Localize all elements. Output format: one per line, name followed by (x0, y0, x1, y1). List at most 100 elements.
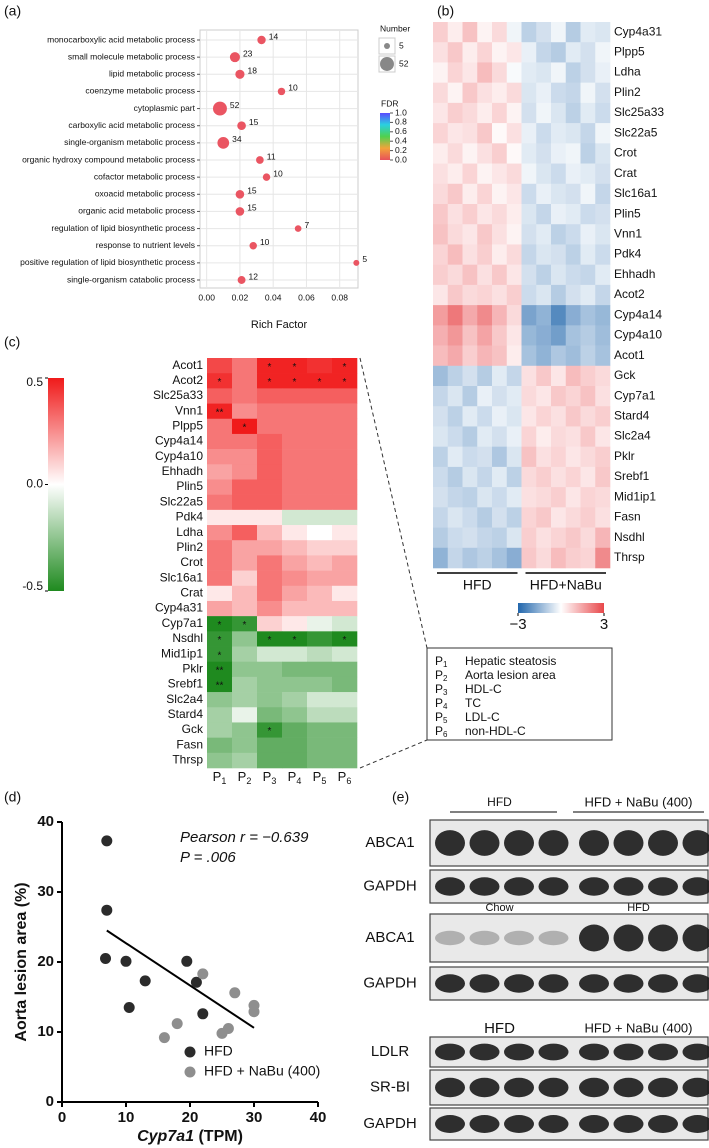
heatmap-cell (595, 284, 611, 306)
blot-band (613, 1115, 644, 1133)
row-label: Slc16a1 (160, 570, 204, 584)
heatmap-cell (521, 325, 537, 346)
row-label: Crot (614, 146, 637, 160)
heatmap-cell (521, 102, 537, 124)
heatmap-cell (447, 22, 463, 43)
heatmap-cell (551, 62, 567, 83)
heatmap-cell (232, 600, 258, 617)
point (190, 976, 202, 988)
heatmap-cell (477, 386, 493, 407)
y-tick-label: organic hydroxy compound metabolic proce… (22, 154, 195, 164)
heatmap-cell (433, 204, 449, 225)
heatmap-cell (595, 62, 611, 83)
point (181, 955, 193, 967)
heatmap-cell (477, 224, 493, 245)
legend-symbol: P6 (435, 724, 448, 739)
heatmap-cell (492, 163, 508, 185)
heatmap-cell (207, 555, 233, 571)
heatmap-cell (551, 507, 567, 528)
heatmap-cell (492, 426, 508, 447)
heatmap-cell (257, 449, 283, 465)
heatmap-cell (536, 345, 552, 367)
heatmap-cell (447, 325, 463, 346)
heatmap-cell (551, 345, 567, 367)
heatmap-cell (477, 305, 493, 326)
heatmap-cell (580, 446, 596, 468)
heatmap-cell (580, 62, 596, 83)
data-label: 11 (267, 151, 276, 161)
heatmap-cell (595, 487, 611, 508)
significance-label: * (243, 620, 247, 631)
heatmap-cell (506, 406, 522, 427)
heatmap-cell (477, 547, 493, 569)
heatmap-cell (207, 752, 233, 769)
heatmap-cell (521, 62, 537, 83)
y-tick-label: 40 (37, 813, 54, 830)
heatmap-cell (232, 403, 258, 420)
heatmap-cell (551, 466, 567, 488)
data-label: 15 (247, 203, 257, 213)
blot-band (579, 974, 609, 993)
heatmap-cell (477, 42, 493, 63)
heatmap-cell (565, 204, 581, 225)
heatmap-cell (536, 284, 552, 306)
heatmap-cell (551, 547, 567, 569)
column-label: P3 (263, 769, 277, 786)
row-label: Vnn1 (614, 227, 642, 241)
heatmap-cell (506, 507, 522, 528)
blot-band (682, 974, 709, 993)
heatmap-cell (580, 527, 596, 549)
x-tick-label: 0 (58, 1109, 66, 1126)
heatmap-cell (207, 509, 233, 526)
row-label: Cyp4a10 (155, 449, 203, 463)
heatmap-cell (332, 737, 358, 754)
heatmap-cell (207, 737, 233, 754)
heatmap-cell (207, 616, 233, 632)
data-label: 10 (273, 168, 283, 178)
column-label: P4 (288, 769, 302, 786)
row-label: Slc25a33 (614, 105, 664, 119)
heatmap-cell (565, 345, 581, 367)
heatmap-cell (433, 102, 449, 124)
heatmap-cell (257, 600, 283, 617)
blot-label: ABCA1 (365, 834, 414, 851)
heatmap-cell (506, 527, 522, 549)
heatmap-cell (506, 204, 522, 225)
row-label: Plin5 (614, 206, 641, 220)
heatmap-cell (551, 123, 567, 144)
heatmap-cell (282, 585, 308, 602)
heatmap-cell (580, 547, 596, 569)
heatmap-cell (433, 183, 449, 205)
heatmap-cell (257, 692, 283, 708)
heatmap-cell (595, 386, 611, 407)
blot-band (682, 1077, 709, 1098)
heatmap-cell (462, 386, 478, 407)
heatmap-cell (282, 631, 308, 647)
heatmap-cell (332, 373, 358, 389)
heatmap-cell (580, 487, 596, 508)
blot-band (538, 974, 569, 993)
heatmap-cell (307, 449, 333, 465)
heatmap-cell (207, 707, 233, 723)
heatmap-cell (565, 123, 581, 144)
blot-band (613, 1077, 644, 1098)
heatmap-cell (492, 264, 508, 286)
heatmap-cell (580, 345, 596, 367)
heatmap-cell (447, 365, 463, 387)
heatmap-cell (332, 676, 358, 693)
row-label: Slc2a4 (614, 429, 651, 443)
x-tick-label: 0.06 (298, 292, 315, 302)
x-tick-label: 0.02 (232, 292, 249, 302)
heatmap-cell (521, 507, 537, 528)
heatmap-cell (595, 547, 611, 569)
heatmap-cell (506, 224, 522, 245)
bubble (249, 241, 257, 250)
data-label: 15 (247, 186, 257, 196)
heatmap-cell (536, 426, 552, 447)
row-label: Nsdhl (614, 530, 645, 544)
heatmap-cell (595, 22, 611, 43)
heatmap-cell (232, 676, 258, 693)
heatmap-cell (492, 123, 508, 144)
blot-band (613, 830, 644, 856)
heatmap-cell (307, 373, 333, 389)
